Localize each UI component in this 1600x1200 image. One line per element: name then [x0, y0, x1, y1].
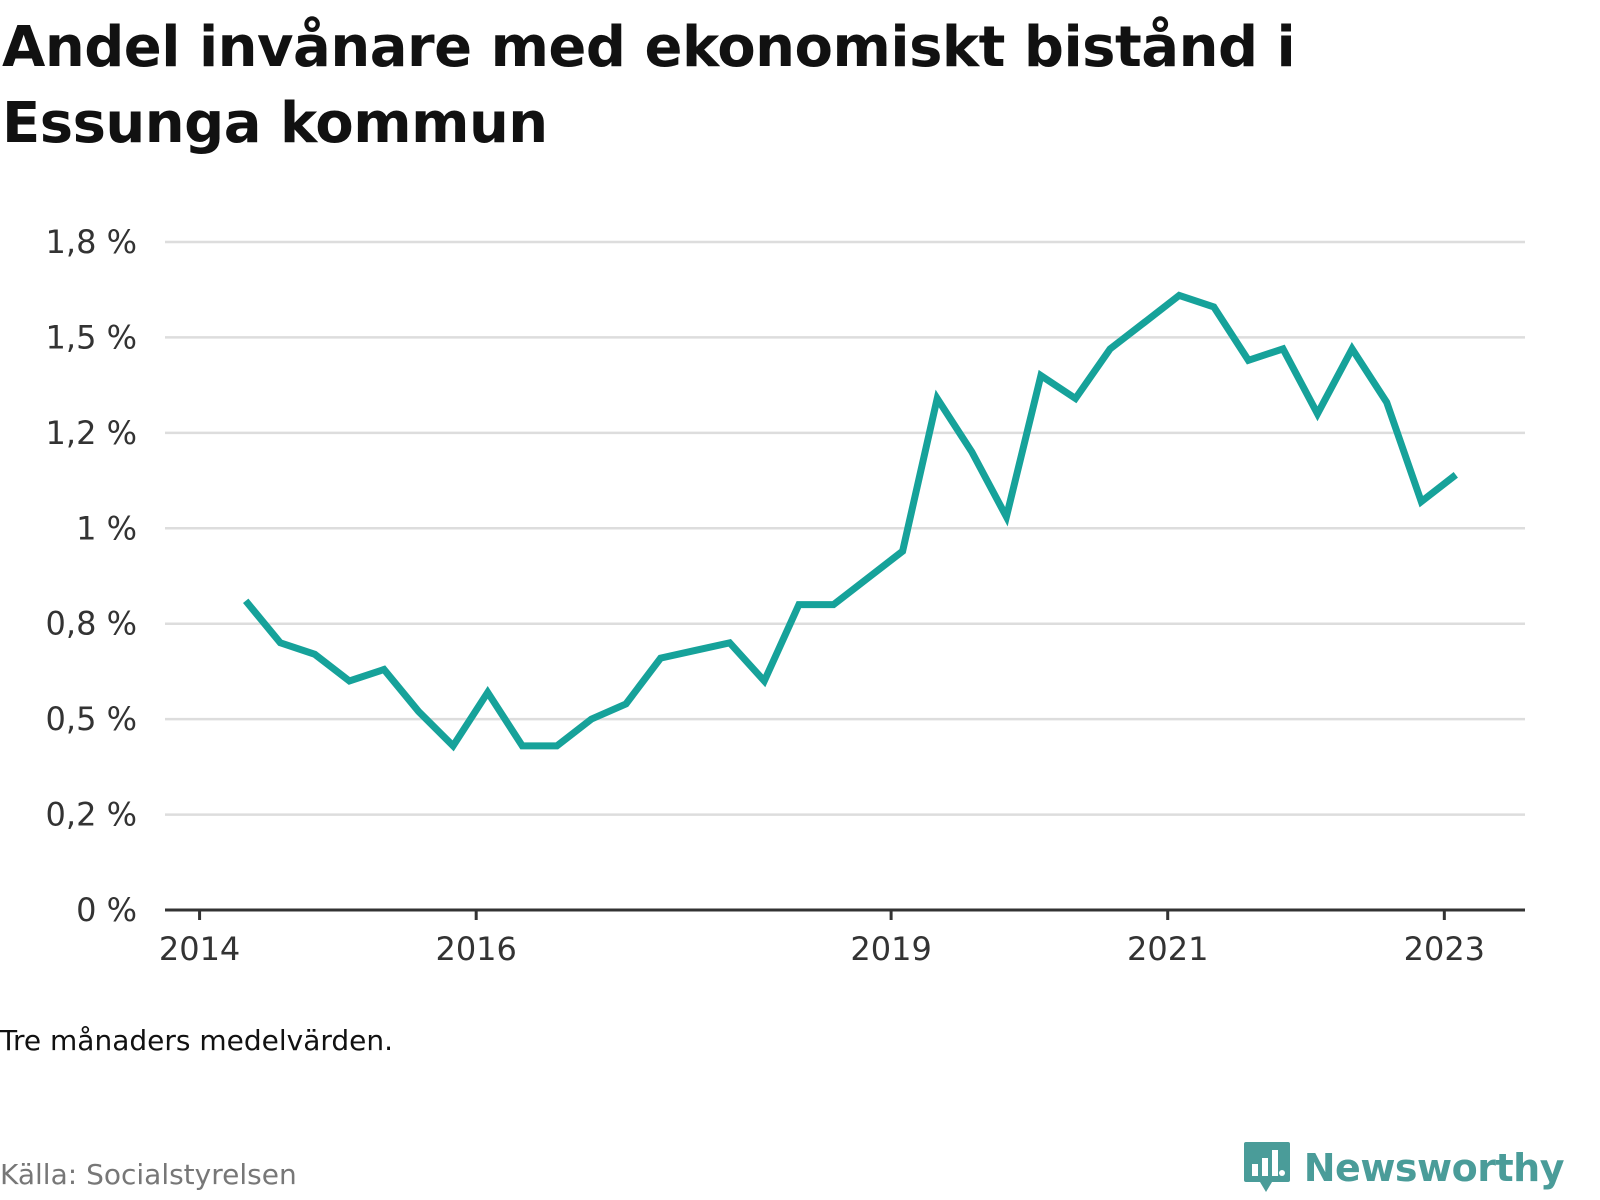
- source-text: Källa: Socialstyrelsen: [0, 1158, 297, 1191]
- x-tick-label: 2019: [850, 930, 931, 968]
- data-point: [1247, 359, 1249, 361]
- data-point: [487, 691, 489, 693]
- y-tick-label: 1,5 %: [46, 318, 137, 356]
- data-point: [936, 398, 938, 400]
- data-point: [279, 642, 281, 644]
- data-point: [1455, 474, 1457, 476]
- data-point: [798, 604, 800, 606]
- data-point: [833, 604, 835, 606]
- data-point: [1144, 321, 1146, 323]
- data-point: [1213, 306, 1215, 308]
- y-tick-label: 1,8 %: [46, 223, 137, 261]
- y-tick-label: 0,5 %: [46, 700, 137, 738]
- x-axis: 2014 2016 2019 2021 2023: [159, 908, 1525, 968]
- newsworthy-chart-bubble-icon: [1243, 1142, 1290, 1192]
- y-axis-ticks: 0 % 0,2 % 0,5 % 0,8 % 1 % 1,2 % 1,5 % 1,8 %: [46, 223, 137, 929]
- data-point: [867, 577, 869, 579]
- data-point: [625, 703, 627, 705]
- data-point: [1109, 348, 1111, 350]
- brand-logo: Newsworthy: [1242, 1140, 1565, 1196]
- data-point: [245, 600, 247, 602]
- chart-note: Tre månaders medelvärden.: [0, 1024, 394, 1057]
- data-point: [1040, 375, 1042, 377]
- series-line: [242, 291, 1458, 752]
- data-point: [1282, 348, 1284, 350]
- data-point: [1420, 501, 1422, 503]
- grid-lines: [165, 240, 1525, 816]
- data-point: [590, 718, 592, 720]
- line-chart: 0 % 0,2 % 0,5 % 0,8 % 1 % 1,2 % 1,5 % 1,8 % 201…: [46, 223, 1525, 968]
- data-point: [1005, 516, 1007, 518]
- y-tick-label: 1,2 %: [46, 414, 137, 452]
- x-tick-label: 2016: [435, 930, 516, 968]
- data-point: [971, 451, 973, 453]
- data-point: [729, 642, 731, 644]
- data-point: [1178, 294, 1180, 296]
- y-tick-label: 1 %: [76, 509, 137, 547]
- data-point: [660, 657, 662, 659]
- data-point: [694, 649, 696, 651]
- x-tick-label: 2023: [1404, 930, 1485, 968]
- data-point: [1386, 401, 1388, 403]
- data-point: [556, 745, 558, 747]
- data-point: [763, 680, 765, 682]
- y-tick-label: 0,2 %: [46, 796, 137, 834]
- data-point: [348, 680, 350, 682]
- data-point: [418, 711, 420, 713]
- data-point: [383, 669, 385, 671]
- brand-name: Newsworthy: [1303, 1146, 1565, 1190]
- x-tick-label: 2014: [159, 930, 240, 968]
- data-point: [452, 745, 454, 747]
- data-point: [314, 653, 316, 655]
- data-point: [521, 745, 523, 747]
- x-tick-label: 2021: [1127, 930, 1208, 968]
- data-point: [1075, 398, 1077, 400]
- y-tick-label: 0 %: [76, 891, 137, 929]
- data-point: [1317, 413, 1319, 415]
- series-group: [242, 291, 1458, 752]
- chart-title: Andel invånare med ekonomiskt bistånd i …: [2, 15, 1296, 156]
- data-point: [902, 550, 904, 552]
- y-tick-label: 0,8 %: [46, 605, 137, 643]
- data-point: [1351, 348, 1353, 350]
